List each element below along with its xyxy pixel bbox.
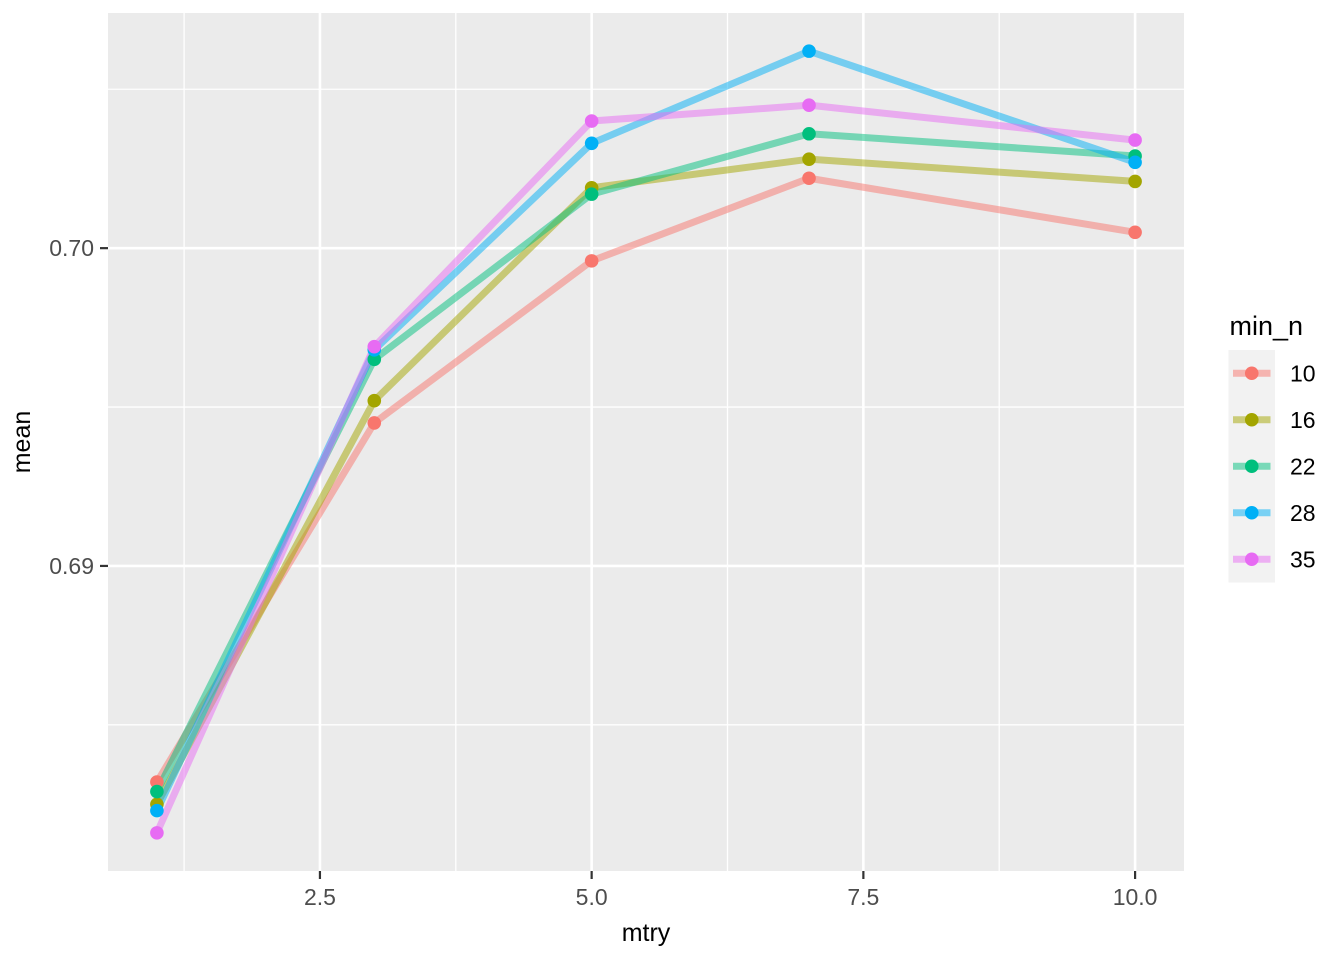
legend-label-22: 22 xyxy=(1290,453,1316,479)
legend-key-point-22 xyxy=(1244,459,1259,474)
data-point-minn-22-mtry-3 xyxy=(367,352,382,367)
y-tick-label: 0.69 xyxy=(49,553,94,579)
data-point-minn-35-mtry-7 xyxy=(802,98,816,112)
data-point-minn-16-mtry-3 xyxy=(367,393,382,408)
y-tick-label: 0.70 xyxy=(49,235,94,261)
x-tick-label: 2.5 xyxy=(304,884,336,910)
x-tick-label: 7.5 xyxy=(847,884,879,910)
legend-label-16: 16 xyxy=(1290,407,1316,433)
data-point-minn-28-mtry-5 xyxy=(584,136,599,151)
legend-label-10: 10 xyxy=(1290,360,1316,386)
data-point-minn-10-mtry-7 xyxy=(802,171,816,186)
data-point-minn-35-mtry-10 xyxy=(1128,133,1142,147)
data-point-minn-10-mtry-1 xyxy=(150,775,164,789)
legend-key-point-28 xyxy=(1244,505,1259,520)
data-point-minn-28-mtry-1 xyxy=(150,803,164,818)
data-point-minn-16-mtry-10 xyxy=(1128,174,1142,189)
legend-label-35: 35 xyxy=(1290,546,1316,572)
legend-key-point-35 xyxy=(1244,552,1259,567)
data-point-minn-28-mtry-10 xyxy=(1128,155,1142,170)
data-point-minn-35-mtry-1 xyxy=(150,826,164,840)
data-point-minn-10-mtry-5 xyxy=(584,254,599,268)
plot-panel xyxy=(108,13,1184,871)
data-point-minn-22-mtry-5 xyxy=(584,187,599,201)
x-axis-title: mtry xyxy=(622,919,671,947)
legend-key-point-10 xyxy=(1244,366,1259,381)
data-point-minn-35-mtry-5 xyxy=(584,114,599,128)
legend-key-point-16 xyxy=(1244,412,1259,427)
data-point-minn-22-mtry-7 xyxy=(802,126,816,141)
legend-label-28: 28 xyxy=(1290,500,1316,526)
legend-title: min_n xyxy=(1230,311,1304,341)
data-point-minn-10-mtry-10 xyxy=(1128,225,1142,240)
data-point-minn-10-mtry-3 xyxy=(367,416,382,430)
x-tick-label: 10.0 xyxy=(1113,884,1158,910)
data-point-minn-22-mtry-1 xyxy=(150,784,164,799)
data-point-minn-35-mtry-3 xyxy=(367,339,382,354)
data-point-minn-28-mtry-7 xyxy=(802,44,816,58)
x-tick-label: 5.0 xyxy=(576,884,608,910)
y-axis-title: mean xyxy=(8,411,36,474)
data-point-minn-16-mtry-7 xyxy=(802,152,816,166)
